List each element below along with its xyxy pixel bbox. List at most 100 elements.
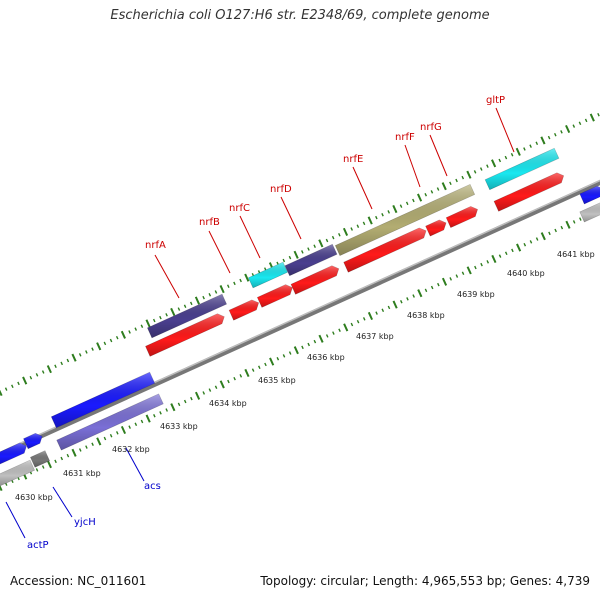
inner-major-tick [71,448,77,457]
outer-minor-tick [152,318,156,323]
gene-label-nrfA[interactable]: nrfA [145,240,166,251]
feature-track [0,147,600,487]
inner-minor-tick [41,465,45,469]
gene-labels: nrfA nrfB nrfC nrfD nrfE nrfF nrfG gltP … [27,95,505,551]
inner-minor-tick [301,345,304,350]
outer-minor-tick [85,350,88,354]
inner-minor-tick [338,328,341,332]
outer-minor-tick [226,284,230,288]
inner-major-tick [96,437,102,446]
position-label-4641: 4641 kbp [557,250,595,259]
gltP-feature-shade [494,172,564,212]
inner-minor-tick [424,288,428,293]
inner-minor-tick [208,388,212,392]
inner-minor-tick [381,308,385,313]
inner-minor-tick [183,399,187,404]
genome-backbone [0,179,600,458]
gltP-leader [495,107,515,153]
edge-gray-feature-shade [579,202,600,222]
gene-label-nrfC[interactable]: nrfC [229,203,250,214]
outer-minor-tick [430,190,434,194]
inner-major-tick [293,346,299,355]
inner-major-tick [392,300,398,309]
acs-leader [125,447,145,482]
backbone-line [0,179,600,458]
inner-minor-tick [153,413,156,418]
label-leader-lines [5,107,515,539]
inner-minor-tick [375,311,378,315]
outer-minor-tick [510,152,514,157]
outer-minor-tick [535,141,539,146]
nrfE-marker-feature-shade [335,184,475,256]
outer-major-tick [540,136,546,145]
outer-major-tick [466,170,472,179]
outer-minor-tick [189,301,193,306]
gene-label-nrfE[interactable]: nrfE [343,154,363,165]
gene-label-acs[interactable]: acs [144,481,161,492]
inner-minor-tick [233,376,236,381]
gene-label-nrfD[interactable]: nrfD [270,184,292,195]
outer-minor-tick [523,147,526,151]
outer-minor-tick [387,210,391,214]
outer-minor-tick [375,215,378,220]
inner-major-tick [194,391,201,400]
nrfA-strand-feature-shade [145,313,225,357]
gene-label-nrfF[interactable]: nrfF [395,132,415,143]
inner-minor-tick [214,385,218,389]
outer-minor-tick [461,175,465,180]
gene-label-yjcH[interactable]: yjcH [74,517,96,528]
inner-minor-tick [529,240,533,244]
inner-major-tick [244,368,250,378]
inner-major-tick [219,380,225,389]
outer-minor-tick [399,204,403,208]
outer-minor-tick [60,361,63,366]
outer-minor-tick [560,130,563,134]
inner-minor-tick [251,368,255,372]
inner-minor-tick [60,456,64,461]
yjcH-gray-feature-shade [30,450,50,468]
outer-major-tick [145,319,151,328]
position-label-4636: 4636 kbp [307,353,345,362]
inner-minor-tick [579,217,582,221]
inner-minor-tick [332,331,335,335]
gene-label-gltP[interactable]: gltP [486,95,505,106]
outer-major-tick [170,307,176,317]
inner-major-tick [367,311,373,321]
inner-minor-tick [258,365,261,370]
outer-minor-tick [313,244,316,248]
outer-minor-tick [473,170,477,174]
outer-major-tick [491,159,497,168]
inner-minor-tick [35,468,39,472]
position-label-4633: 4633 kbp [160,422,198,431]
outer-minor-tick [140,324,144,328]
position-label-4635: 4635 kbp [258,376,296,385]
outer-minor-tick [115,335,119,340]
inner-major-tick [145,414,151,423]
gene-label-actP[interactable]: actP [27,540,49,551]
gene-label-nrfG[interactable]: nrfG [420,122,442,133]
inner-minor-tick [455,274,459,278]
outer-major-tick [293,250,299,259]
yjcH-leader [52,486,73,518]
outer-major-tick [46,365,52,374]
outer-minor-tick [183,304,187,308]
topology-text: Topology: circular; Length: 4,965,553 bp… [260,574,590,588]
outer-minor-tick [424,193,428,197]
outer-minor-tick [331,235,335,240]
nrfB-feature-shade [229,299,259,321]
outer-minor-tick [584,118,588,123]
outer-minor-tick [208,293,212,297]
inner-major-tick [491,254,497,264]
outer-minor-tick [165,313,168,317]
gene-label-nrfB[interactable]: nrfB [199,217,220,228]
nrfG-feature-shade [446,206,478,228]
outer-major-tick [342,227,349,236]
outer-tick-track [0,112,600,397]
outer-major-tick [589,113,595,122]
outer-minor-tick [66,358,70,363]
nrfF-feature-shade [425,219,447,237]
position-labels: 4630 kbp 4631 kbp 4632 kbp 4633 kbp 4634… [15,250,595,502]
nrfD-leader [280,196,302,240]
inner-major-tick [565,220,571,229]
